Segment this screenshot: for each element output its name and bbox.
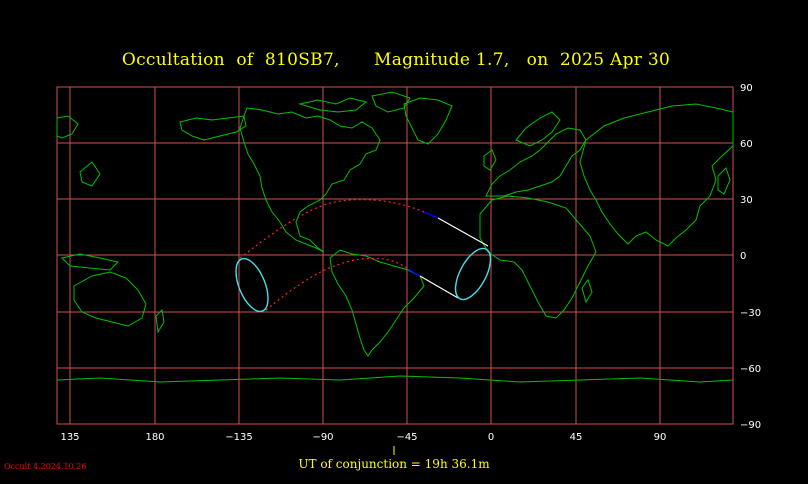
coastline-madagascar [581, 278, 593, 304]
shadow-outline-west [235, 257, 269, 313]
coastline-japan [717, 167, 731, 195]
ut-conjunction-label: UT of conjunction = 19h 36.1m [298, 457, 490, 471]
x-tick-label: 0 [488, 432, 494, 443]
coastlines [56, 91, 734, 383]
coastline-asia [579, 103, 734, 247]
coastline-south-america [329, 249, 425, 357]
x-tick-labels: 135 180 −135 −90 −45 0 45 90 [60, 432, 666, 443]
shadow-outline-east [454, 247, 492, 301]
x-tick-label: −90 [312, 432, 333, 443]
coastline-british-isles [483, 149, 497, 171]
north-twilight-segment [423, 211, 439, 219]
x-tick-label: 180 [145, 432, 164, 443]
x-tick-label: 90 [654, 432, 667, 443]
x-tick-label: −135 [225, 432, 252, 443]
shadow-outlines [235, 247, 492, 313]
south-twilight-segment [407, 268, 421, 277]
grid [57, 87, 733, 424]
coastline-scandinavia [515, 111, 561, 147]
x-tick-label: −45 [396, 432, 417, 443]
coastline-alaska [179, 115, 247, 141]
y-tick-label: 30 [740, 195, 753, 206]
twilight-segments [407, 211, 439, 277]
coastline-east-asia-left [56, 115, 101, 187]
coastline-europe [485, 127, 587, 197]
y-tick-label: 0 [740, 251, 746, 262]
y-tick-label: −30 [740, 308, 761, 319]
y-tick-label: −60 [740, 364, 761, 375]
y-tick-labels: 90 60 30 0 −30 −60 −90 [740, 83, 761, 431]
coastline-greenland [403, 97, 453, 145]
coastline-africa [479, 195, 597, 319]
software-version: Occult 4.2024.10.26 [4, 462, 87, 471]
x-tick-label: 135 [60, 432, 79, 443]
x-tick-label: 45 [570, 432, 583, 443]
chart-title: Occultation of 810SB7, Magnitude 1.7, on… [121, 50, 671, 70]
coastline-arctic-islands [298, 91, 411, 113]
y-tick-label: 90 [740, 83, 753, 94]
north-daylight-segment [437, 217, 489, 247]
south-daylight-segment [419, 275, 459, 299]
y-tick-label: 60 [740, 139, 753, 150]
coastline-australia [73, 271, 147, 327]
south-limit-line [265, 257, 413, 311]
coastline-new-zealand [155, 308, 165, 334]
coastline-north-america [239, 107, 381, 253]
y-tick-label: −90 [740, 420, 761, 431]
coastline-antarctica [56, 375, 734, 383]
north-limit-line [239, 199, 429, 259]
coastline-indonesia-left [61, 253, 119, 271]
path-limits [239, 199, 429, 311]
daylight-segments [419, 217, 489, 299]
